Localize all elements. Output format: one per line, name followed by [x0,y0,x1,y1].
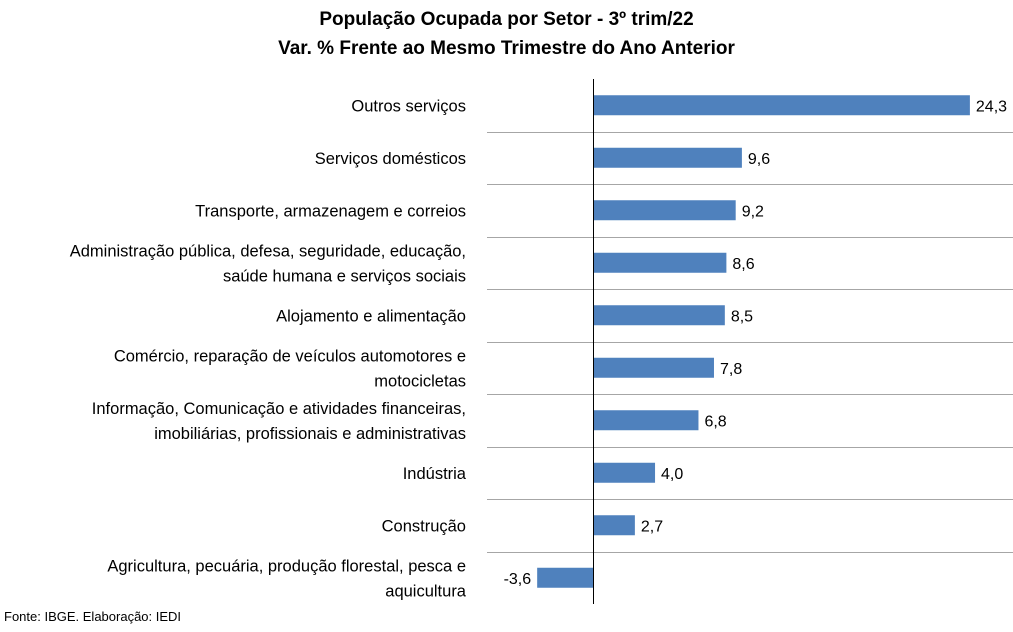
source-note: Fonte: IBGE. Elaboração: IEDI [4,609,182,624]
data-label: 9,2 [742,203,764,220]
data-label: 8,5 [731,308,753,325]
category-label: saúde humana e serviços sociais [223,267,466,285]
data-label: 9,6 [748,151,770,168]
category-label: motocicletas [374,372,466,390]
chart-subtitle: Var. % Frente ao Mesmo Trimestre do Ano … [278,38,735,59]
data-label: 8,6 [732,256,754,273]
category-label: Administração pública, defesa, seguridad… [70,242,466,260]
data-label: 6,8 [704,413,726,430]
bar [593,410,699,431]
bar [593,200,736,221]
data-label: 7,8 [720,361,742,378]
category-label: imobiliárias, profissionais e administra… [154,425,466,443]
category-label: Informação, Comunicação e atividades fin… [92,400,466,418]
bar [593,462,656,483]
bar [593,252,727,273]
category-label: Serviços domésticos [315,150,466,168]
category-label: Comércio, reparação de veículos automoto… [114,347,466,365]
category-label: Construção [382,517,466,535]
bar [593,95,970,116]
category-label: Outros serviços [351,97,466,115]
data-label: 4,0 [661,466,683,483]
data-label: 24,3 [976,98,1007,115]
category-label: Transporte, armazenagem e correios [195,202,466,220]
category-label: Alojamento e alimentação [276,307,466,325]
category-label: Indústria [403,465,467,483]
bar [593,305,725,326]
data-label: -3,6 [504,571,532,588]
chart-title: População Ocupada por Setor - 3º trim/22 [319,9,694,30]
category-label: aquicultura [385,582,467,600]
bar [593,515,635,536]
data-label: 2,7 [641,518,663,535]
bar [593,147,742,168]
bar [593,357,714,378]
category-label: Agricultura, pecuária, produção floresta… [107,557,466,575]
bar [537,567,593,588]
